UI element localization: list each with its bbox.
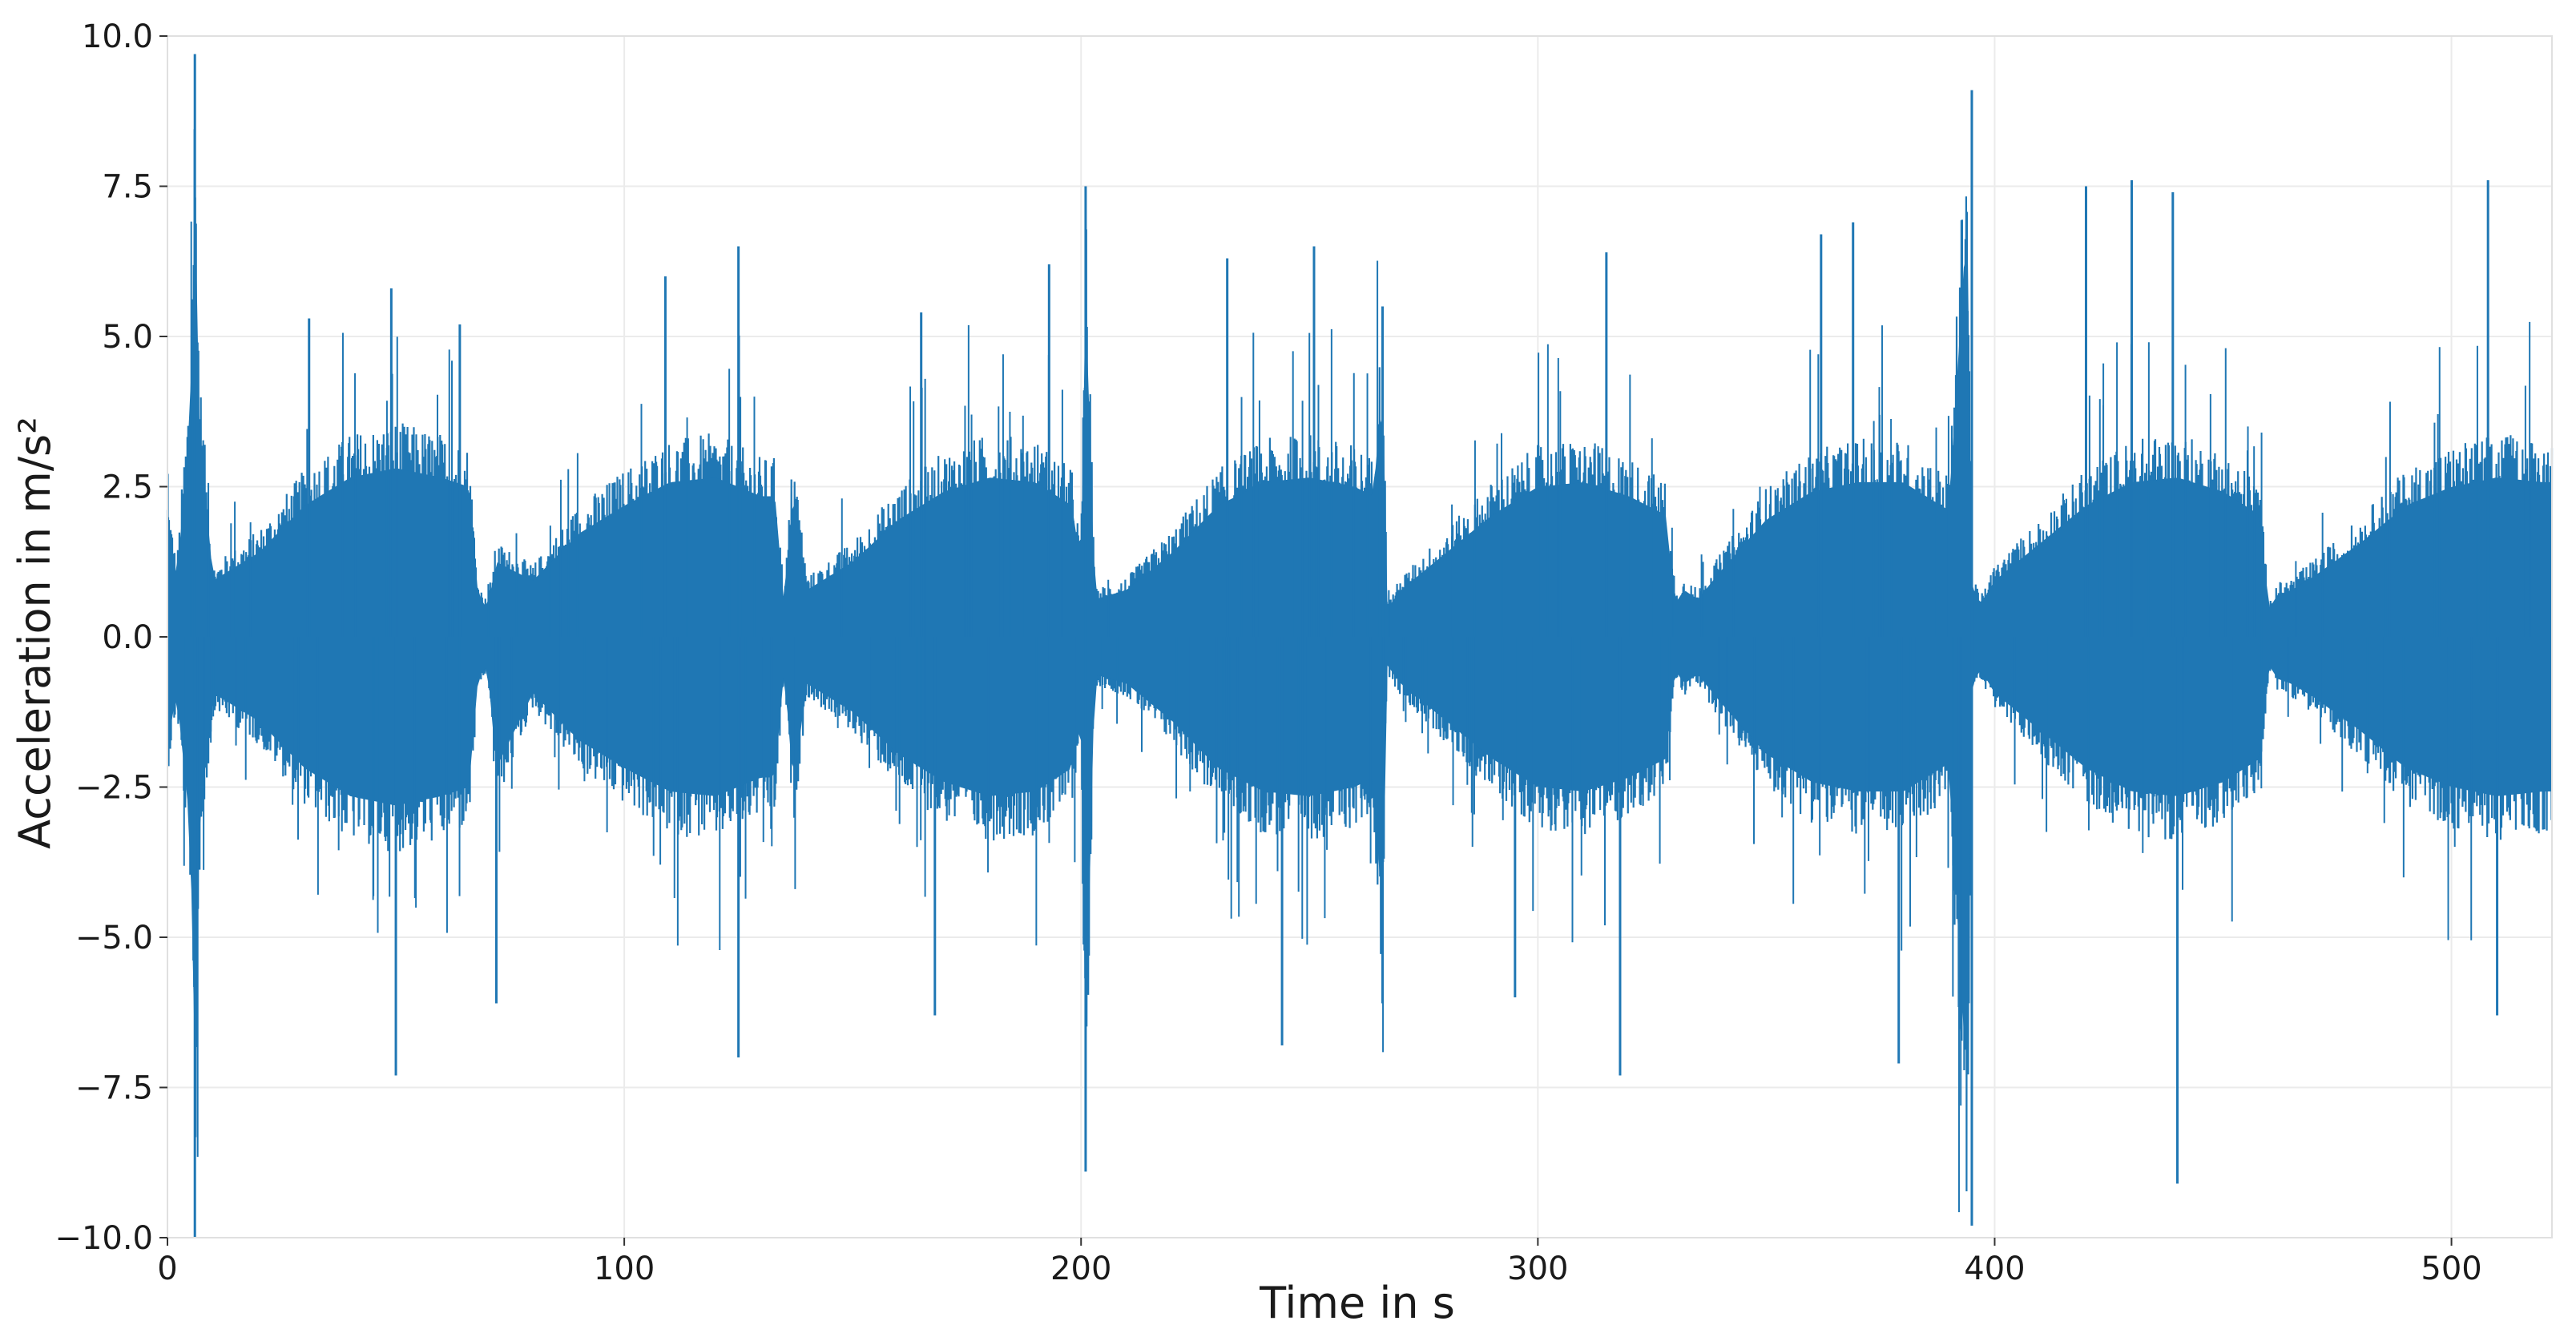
x-tick-label: 300 (1507, 1250, 1568, 1287)
y-axis-ticks: 10.0 7.5 5.0 2.5 0.0 −2.5 −5.0 −7.5 −10.0 (54, 18, 167, 1257)
x-axis-label: Time in s (1259, 1278, 1455, 1328)
y-tick-label: 10.0 (82, 18, 153, 55)
y-tick-label: −10.0 (54, 1220, 153, 1257)
y-axis-label: Acceleration in m/s² (10, 417, 60, 849)
x-tick-label: 200 (1050, 1250, 1111, 1287)
x-axis-ticks: 0 100 200 300 400 500 (157, 1238, 2482, 1287)
y-tick-label: −5.0 (75, 920, 153, 956)
y-tick-label: 5.0 (102, 319, 153, 356)
x-tick-label: 400 (1964, 1250, 2025, 1287)
signal-core-fill (167, 203, 2552, 1081)
y-tick-label: 7.5 (102, 169, 153, 206)
x-tick-label: 500 (2421, 1250, 2481, 1287)
signal-series (166, 54, 2554, 1238)
y-tick-label: −7.5 (75, 1070, 153, 1107)
y-tick-label: 2.5 (102, 469, 153, 506)
x-tick-label: 100 (594, 1250, 655, 1287)
y-tick-label: 0.0 (102, 619, 153, 656)
x-tick-label: 0 (157, 1250, 177, 1287)
y-tick-label: −2.5 (75, 770, 153, 807)
